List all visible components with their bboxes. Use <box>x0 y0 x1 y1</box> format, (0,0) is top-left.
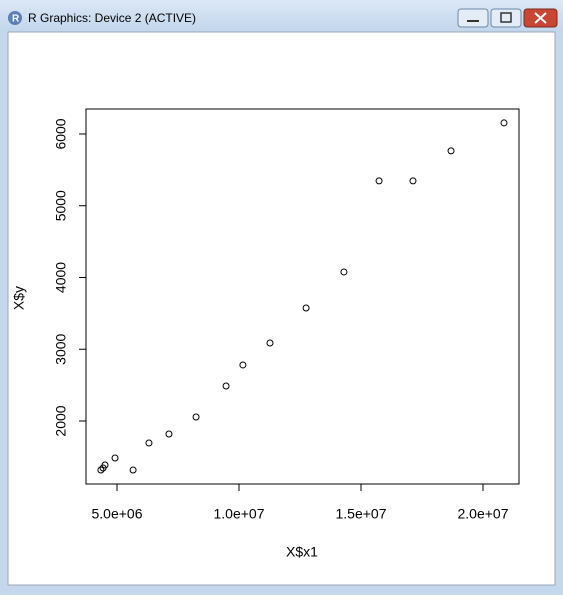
y-tick-label: 3000 <box>53 333 69 364</box>
point <box>500 119 508 127</box>
y-tick-label: 6000 <box>53 118 69 149</box>
point <box>192 413 200 421</box>
point <box>129 466 137 474</box>
point <box>222 382 230 390</box>
point <box>266 339 274 347</box>
plot-device <box>7 31 556 586</box>
app-icon <box>8 11 22 25</box>
point <box>111 454 119 462</box>
app-icon-letter: R <box>12 14 20 25</box>
point <box>340 268 348 276</box>
point <box>101 461 109 469</box>
minimize-button[interactable] <box>457 8 489 28</box>
x-tick-label: 5.0e+06 <box>91 506 142 522</box>
maximize-icon <box>500 12 512 23</box>
point <box>97 466 105 474</box>
x-tick-label: 1.0e+07 <box>213 506 264 522</box>
point <box>239 361 247 369</box>
y-tick-label: 2000 <box>53 405 69 436</box>
y-tick-label: 5000 <box>53 190 69 221</box>
point <box>447 147 455 155</box>
point <box>375 177 383 185</box>
x-tick-label: 2.0e+07 <box>458 506 509 522</box>
point <box>165 430 173 438</box>
point <box>145 439 153 447</box>
window-title: R Graphics: Device 2 (ACTIVE) <box>28 11 196 25</box>
point <box>302 304 310 312</box>
x-axis-label: X$x1 <box>286 544 318 560</box>
y-axis-label: X$y <box>11 286 27 310</box>
close-icon <box>534 12 547 24</box>
x-tick-label: 1.5e+07 <box>336 506 387 522</box>
point <box>409 177 417 185</box>
y-tick-label: 4000 <box>53 262 69 293</box>
maximize-button[interactable] <box>490 8 522 28</box>
